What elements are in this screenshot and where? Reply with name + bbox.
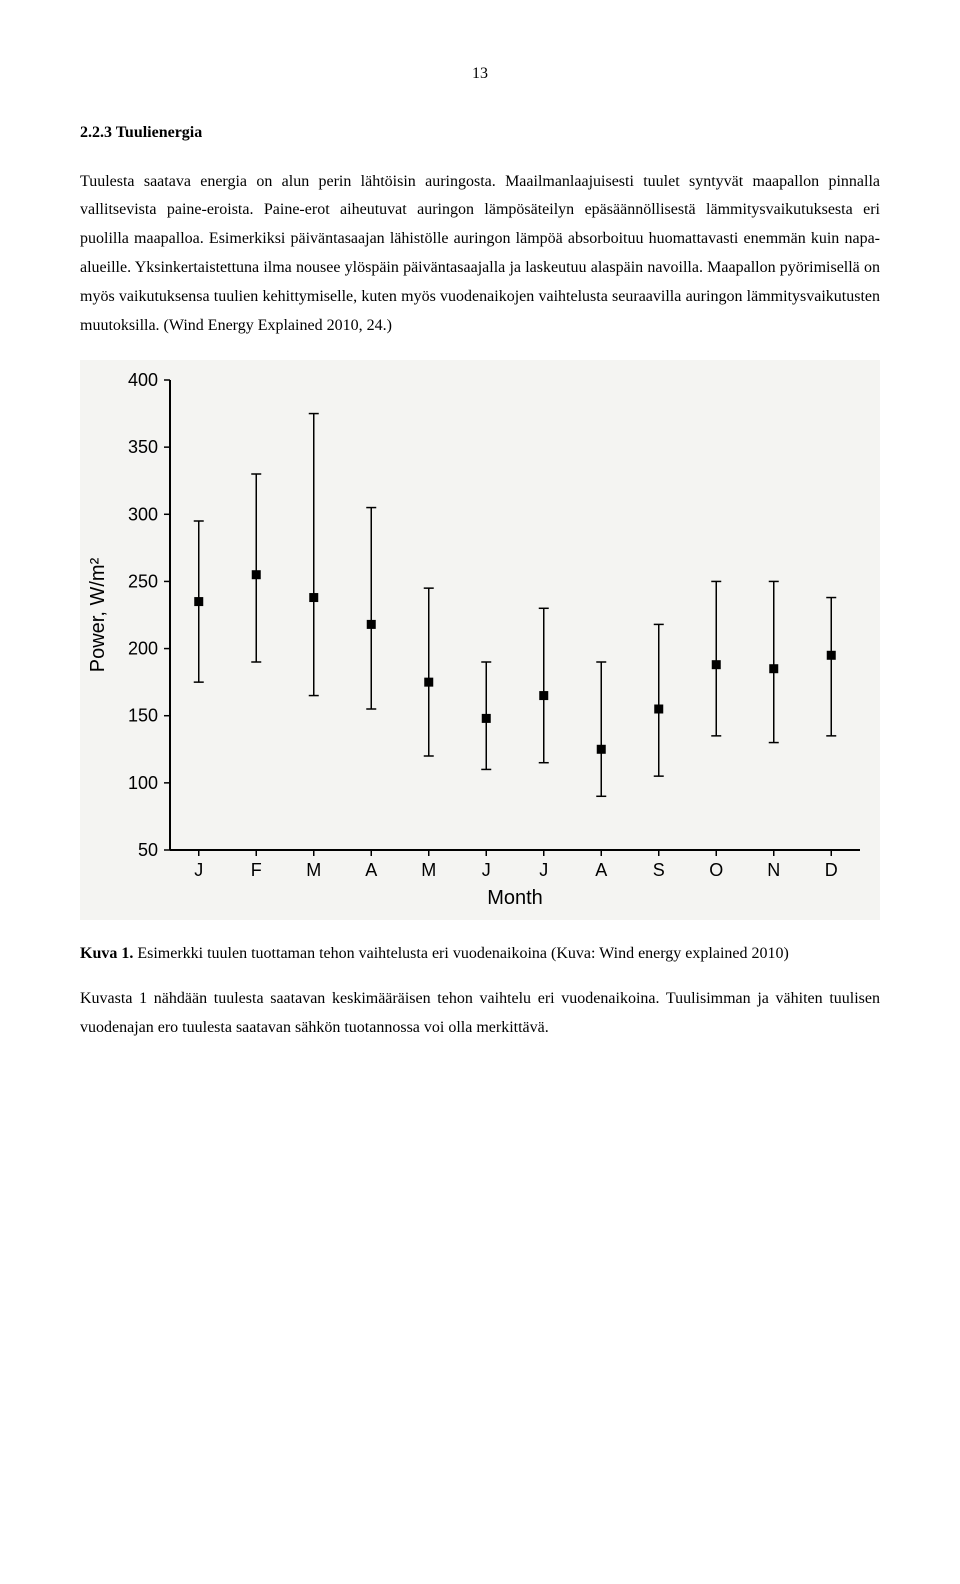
svg-text:D: D — [825, 860, 838, 880]
figure-caption: Kuva 1. Esimerkki tuulen tuottaman tehon… — [80, 940, 880, 969]
svg-text:Power, W/m²: Power, W/m² — [87, 558, 109, 673]
svg-text:J: J — [194, 860, 203, 880]
svg-text:O: O — [709, 860, 723, 880]
paragraph-1: Tuulesta saatava energia on alun perin l… — [80, 168, 880, 341]
svg-text:Month: Month — [487, 887, 543, 909]
svg-text:250: 250 — [128, 572, 158, 592]
svg-text:100: 100 — [128, 773, 158, 793]
svg-text:J: J — [539, 860, 548, 880]
svg-text:150: 150 — [128, 706, 158, 726]
paragraph-2: Kuvasta 1 nähdään tuulesta saatavan kesk… — [80, 985, 880, 1043]
svg-text:200: 200 — [128, 639, 158, 659]
svg-text:J: J — [482, 860, 491, 880]
svg-text:M: M — [421, 860, 436, 880]
svg-text:M: M — [306, 860, 321, 880]
svg-text:50: 50 — [138, 840, 158, 860]
svg-text:300: 300 — [128, 505, 158, 525]
page-number: 13 — [80, 60, 880, 89]
svg-text:400: 400 — [128, 370, 158, 390]
svg-text:A: A — [365, 860, 377, 880]
svg-text:N: N — [767, 860, 780, 880]
section-heading: 2.2.3 Tuulienergia — [80, 119, 880, 148]
svg-text:A: A — [595, 860, 607, 880]
wind-power-chart: 50 100 150 200 250 300 350 400 J F M A M J J A S O N D Power… — [80, 360, 880, 920]
caption-label: Kuva 1. — [80, 945, 133, 962]
svg-text:S: S — [653, 860, 665, 880]
svg-text:350: 350 — [128, 438, 158, 458]
caption-text: Esimerkki tuulen tuottaman tehon vaihtel… — [133, 945, 788, 962]
svg-text:F: F — [251, 860, 262, 880]
